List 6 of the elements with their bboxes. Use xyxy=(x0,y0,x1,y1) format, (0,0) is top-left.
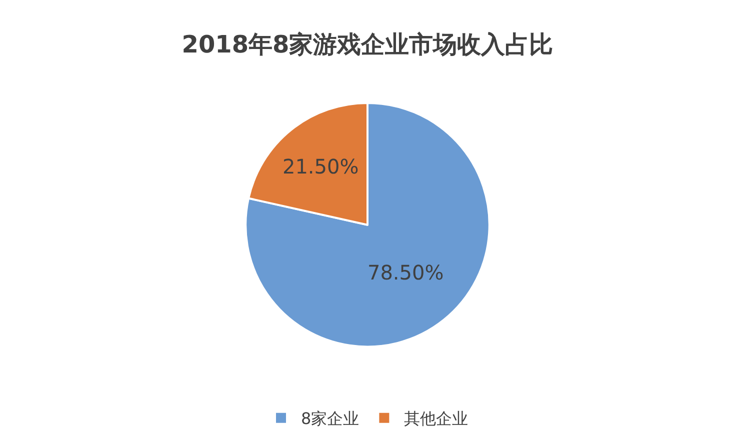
data-label: 78.50% xyxy=(367,260,444,284)
chart-title: 2018年8家游戏企业市场收入占比 xyxy=(182,30,554,58)
pie-slice xyxy=(244,102,490,348)
data-label: 21.50% xyxy=(282,154,359,178)
legend-label: 8家企业 xyxy=(301,409,360,428)
legend-label: 其他企业 xyxy=(404,409,468,428)
